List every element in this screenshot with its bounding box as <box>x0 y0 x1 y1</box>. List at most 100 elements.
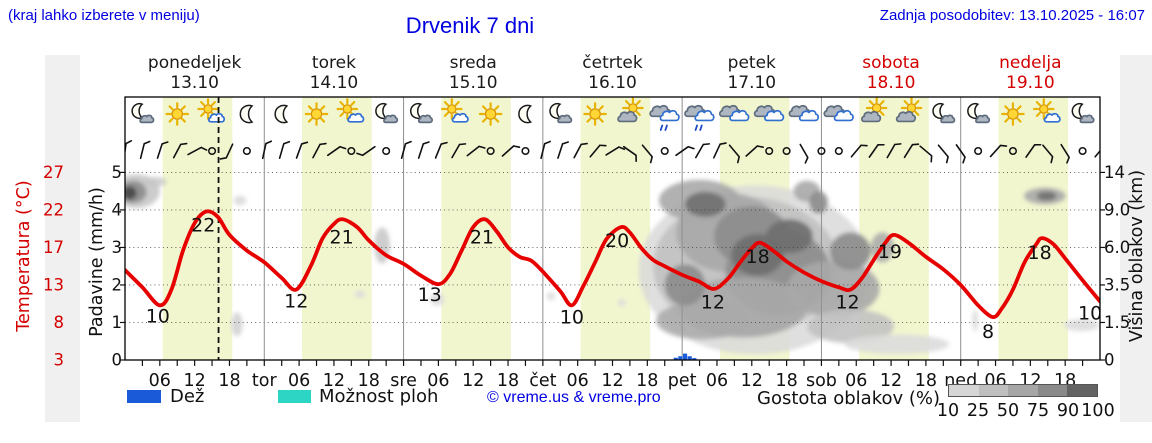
precip-tick: 2 <box>112 275 123 294</box>
showers-legend-label: Možnost ploh <box>319 386 439 407</box>
day-date: 16.10 <box>588 73 637 93</box>
day-boundary-label: čet <box>529 371 556 391</box>
day-date: 19.10 <box>1006 73 1055 93</box>
weather-icon-cloud <box>823 104 854 122</box>
weather-icon-sun-cloud <box>336 98 365 123</box>
weather-icon-sun-cloud2 <box>895 97 923 123</box>
weather-icon-sun <box>304 102 329 126</box>
time-tick-label: 12 <box>462 371 484 391</box>
wind-barb-icon <box>501 145 521 157</box>
colorbar-segment <box>949 385 979 396</box>
day-date: 18.10 <box>866 73 916 93</box>
time-ticks <box>120 171 1105 366</box>
wind-barb-icon <box>799 143 809 164</box>
wind-barb-icon <box>622 145 637 163</box>
weather-icon-moon-cloud <box>375 102 399 124</box>
temp-axis-label: Temperatura (°C) <box>14 180 34 332</box>
time-tick-label: 06 <box>706 371 728 391</box>
calm-wind-icon <box>782 146 791 156</box>
temperature-label: 20 <box>605 230 629 252</box>
weather-icon-moon <box>518 104 533 124</box>
weather-icon-sun-cloud2 <box>617 97 644 123</box>
cloud-density-colorbar <box>948 384 1098 397</box>
day-boundary-label: pet <box>668 371 697 391</box>
calm-wind-icon <box>817 146 826 156</box>
precip-tick: 1 <box>112 313 123 332</box>
wind-barb-icon <box>400 140 412 160</box>
cloud-height-axis-label: Višina oblakov (km) <box>1127 169 1147 343</box>
wind-barb-icon <box>573 142 588 159</box>
weather-icon-cloud-rain <box>649 104 680 131</box>
temperature-label: 8 <box>982 321 994 343</box>
wind-barb-icon <box>745 145 764 157</box>
weather-icon-sun <box>583 102 607 126</box>
wind-barb-icon <box>219 143 234 160</box>
colorbar-tick-label: 90 <box>1056 401 1080 421</box>
day-name: četrtek <box>582 53 643 73</box>
day-header-nedelja: nedelja 19.10 <box>968 53 1092 93</box>
cloud-cover-blobs <box>125 174 1099 355</box>
wind-barb-icon <box>451 143 467 159</box>
wind-barb-icon <box>675 145 695 157</box>
calm-wind-icon <box>1008 146 1017 156</box>
wind-barb-icon <box>1060 143 1070 164</box>
wind-barb-icon <box>1094 144 1100 158</box>
time-tick-label: 06 <box>567 371 589 391</box>
precip-tick: 5 <box>112 163 123 182</box>
day-date: 17.10 <box>727 73 777 93</box>
temperature-label: 12 <box>284 291 308 313</box>
right-axis-strip <box>1120 55 1152 422</box>
rain-legend-swatch <box>127 390 161 403</box>
day-name: nedelja <box>999 53 1062 73</box>
cloud-density-label: Gostota oblakov (%) <box>757 388 941 409</box>
temperature-label: 22 <box>191 214 215 236</box>
day-header-torek: torek 14.10 <box>272 53 396 93</box>
wind-barb-icon <box>919 145 933 163</box>
day-name: sobota <box>862 53 920 73</box>
temperature-label: 13 <box>418 284 442 306</box>
wind-barb-icon <box>356 145 376 157</box>
wind-barb-icon <box>261 140 273 160</box>
colorbar-segment <box>1008 385 1038 396</box>
page-title: Drvenik 7 dni <box>405 13 535 38</box>
day-header-četrtek: četrtek 16.10 <box>551 53 675 93</box>
wind-barb-icon <box>728 144 740 164</box>
precip-tick: 0 <box>112 351 123 370</box>
day-name: petek <box>727 53 776 73</box>
wind-barb-icon <box>417 141 430 159</box>
weather-icon-cloud <box>718 104 750 122</box>
colorbar-segment <box>1067 385 1097 396</box>
wind-barb-icon <box>139 140 151 160</box>
temperature-label: 21 <box>470 226 494 248</box>
temperature-label: 19 <box>878 241 902 263</box>
weather-icon-moon-cloud <box>131 102 155 124</box>
weather-icon-cloud <box>788 104 820 122</box>
precip-tick: 4 <box>112 200 123 219</box>
wind-barb-icon <box>125 139 133 160</box>
wind-barb-icon <box>641 144 653 164</box>
day-name: ponedeljek <box>147 53 242 73</box>
calm-wind-icon <box>1078 146 1087 156</box>
wind-barb-icon <box>955 144 966 164</box>
day-header-sobota: sobota 18.10 <box>829 53 953 93</box>
weather-icon-moon-cloud <box>932 102 956 124</box>
wind-barb-icon <box>540 140 551 160</box>
wind-barb-icon <box>1025 143 1042 158</box>
time-tick-label: 06 <box>288 371 310 391</box>
wind-barb-icon <box>989 144 1008 158</box>
wind-barb-icon <box>466 145 486 157</box>
wind-barb-icon <box>156 141 169 159</box>
weather-icon-moon-cloud <box>1071 102 1095 124</box>
wind-barb-icon <box>850 144 868 158</box>
colorbar-tick-label: 50 <box>996 401 1020 421</box>
weather-icon-sun-cloud <box>197 98 226 123</box>
rain-legend-label: Dež <box>170 386 205 407</box>
wind-barbs-row <box>125 139 1100 164</box>
cloud-height-tick: 0 <box>1104 351 1115 370</box>
last-updated: Zadnja posodobitev: 13.10.2025 - 16:07 <box>879 7 1145 24</box>
showers-legend-swatch <box>278 390 311 403</box>
wind-barb-icon <box>589 144 607 158</box>
temperature-label: 10 <box>560 306 584 328</box>
